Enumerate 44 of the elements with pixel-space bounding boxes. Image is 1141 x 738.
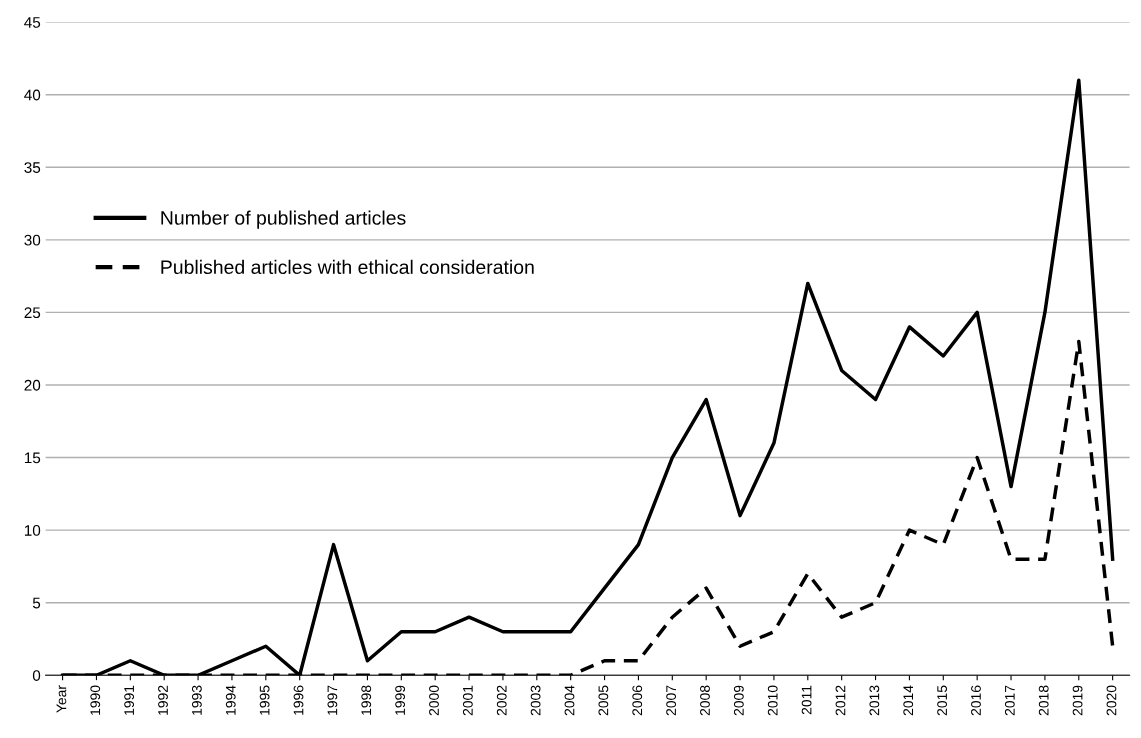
y-tick-label: 30 [24, 234, 41, 246]
x-tick-label: 2020 [1106, 685, 1117, 716]
x-tick-label: Year [56, 685, 67, 713]
y-tick-label: 10 [24, 525, 41, 536]
x-tick-label: 1998 [361, 685, 372, 715]
x-tick-label: 2001 [462, 685, 473, 716]
x-tick-label: 2013 [869, 685, 880, 716]
x-tick-label: 1990 [90, 685, 101, 715]
x-tick-label: 2002 [496, 685, 507, 716]
x-tick-label: 1992 [158, 685, 168, 715]
x-tick-label: 2006 [632, 685, 643, 716]
x-tick-label: 2017 [1004, 685, 1015, 716]
y-tick-label: 20 [24, 379, 41, 391]
x-tick-label: 1996 [293, 685, 304, 715]
x-tick-label: 2018 [1038, 685, 1049, 716]
x-tick-label: 1997 [327, 685, 338, 715]
x-tick-label: 2016 [971, 685, 981, 716]
x-tick-label: 2009 [733, 685, 744, 716]
x-tick-label: 1994 [225, 685, 236, 715]
legend-label: Number of published articles [161, 210, 406, 229]
x-tick-label: 1999 [395, 685, 406, 715]
y-tick-label: 40 [24, 89, 41, 101]
x-tick-label: 1995 [259, 685, 270, 715]
x-tick-label: 2012 [835, 685, 846, 716]
y-tick-label: 0 [32, 670, 41, 681]
x-tick-label: 2010 [767, 685, 778, 716]
x-tick-label: 2008 [700, 685, 710, 716]
y-tick-label: 45 [24, 17, 41, 28]
x-tick-label: 2014 [903, 685, 914, 716]
x-tick-label: 2000 [429, 685, 439, 716]
x-tick-label: 2007 [666, 685, 677, 716]
x-tick-label: 1993 [191, 685, 202, 715]
x-tick-label: 2003 [530, 685, 541, 716]
x-tick-label: 2011 [801, 685, 812, 715]
x-tick-label: 2004 [564, 685, 575, 716]
y-tick-label: 25 [24, 307, 41, 319]
y-tick-label: 15 [24, 452, 41, 464]
x-tick-label: 2019 [1072, 685, 1083, 716]
legend-label: Published articles with ethical consideration [161, 259, 534, 275]
y-tick-label: 5 [32, 597, 41, 609]
y-tick-label: 35 [24, 162, 41, 173]
x-tick-label: 2005 [598, 685, 609, 716]
x-tick-label: 1991 [124, 685, 135, 715]
x-tick-label: 2015 [937, 685, 948, 716]
